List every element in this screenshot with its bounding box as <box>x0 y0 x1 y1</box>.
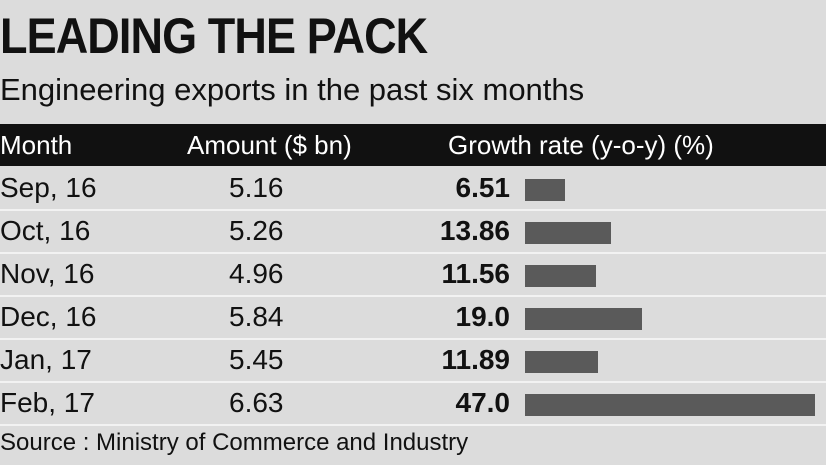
growth-bar <box>525 351 598 373</box>
cell-growth-rate: 6.51 <box>455 172 511 203</box>
cell-growth-rate: 47.0 <box>455 387 511 418</box>
chart-subtitle: Engineering exports in the past six mont… <box>0 72 585 107</box>
growth-bar <box>525 265 596 287</box>
cell-amount: 6.63 <box>229 387 284 418</box>
table-row: Dec, 16 5.84 19.0 <box>0 295 826 340</box>
growth-bar <box>525 179 565 201</box>
cell-growth-rate: 13.86 <box>439 215 510 246</box>
cell-amount: 5.26 <box>229 215 284 246</box>
cell-month: Oct, 16 <box>0 215 91 246</box>
header-month: Month <box>0 130 73 160</box>
chart-title: LEADING THE PACK <box>0 8 428 64</box>
cell-amount: 5.16 <box>229 172 284 203</box>
table-row: Sep, 16 5.16 6.51 <box>0 166 826 211</box>
growth-bar <box>525 394 815 416</box>
cell-growth-rate: 11.89 <box>441 344 510 375</box>
cell-growth-rate: 11.56 <box>441 258 510 289</box>
growth-bar <box>525 308 642 330</box>
table-header: Month Amount ($ bn) Growth rate (y-o-y) … <box>0 124 826 166</box>
cell-amount: 4.96 <box>229 258 284 289</box>
table-row: Oct, 16 5.26 13.86 <box>0 209 826 254</box>
cell-month: Jan, 17 <box>0 344 92 375</box>
cell-amount: 5.45 <box>229 344 284 375</box>
cell-month: Nov, 16 <box>0 258 95 289</box>
cell-month: Sep, 16 <box>0 172 97 203</box>
growth-bar <box>525 222 611 244</box>
source-note: Source : Ministry of Commerce and Indust… <box>0 429 469 456</box>
table-row: Nov, 16 4.96 11.56 <box>0 252 826 297</box>
header-growth-rate: Growth rate (y-o-y) (%) <box>448 130 714 160</box>
cell-month: Feb, 17 <box>0 387 95 418</box>
cell-amount: 5.84 <box>229 301 284 332</box>
table-row: Jan, 17 5.45 11.89 <box>0 338 826 383</box>
table-row: Feb, 17 6.63 47.0 <box>0 381 826 426</box>
cell-month: Dec, 16 <box>0 301 97 332</box>
cell-growth-rate: 19.0 <box>455 301 511 332</box>
header-amount: Amount ($ bn) <box>187 130 352 160</box>
